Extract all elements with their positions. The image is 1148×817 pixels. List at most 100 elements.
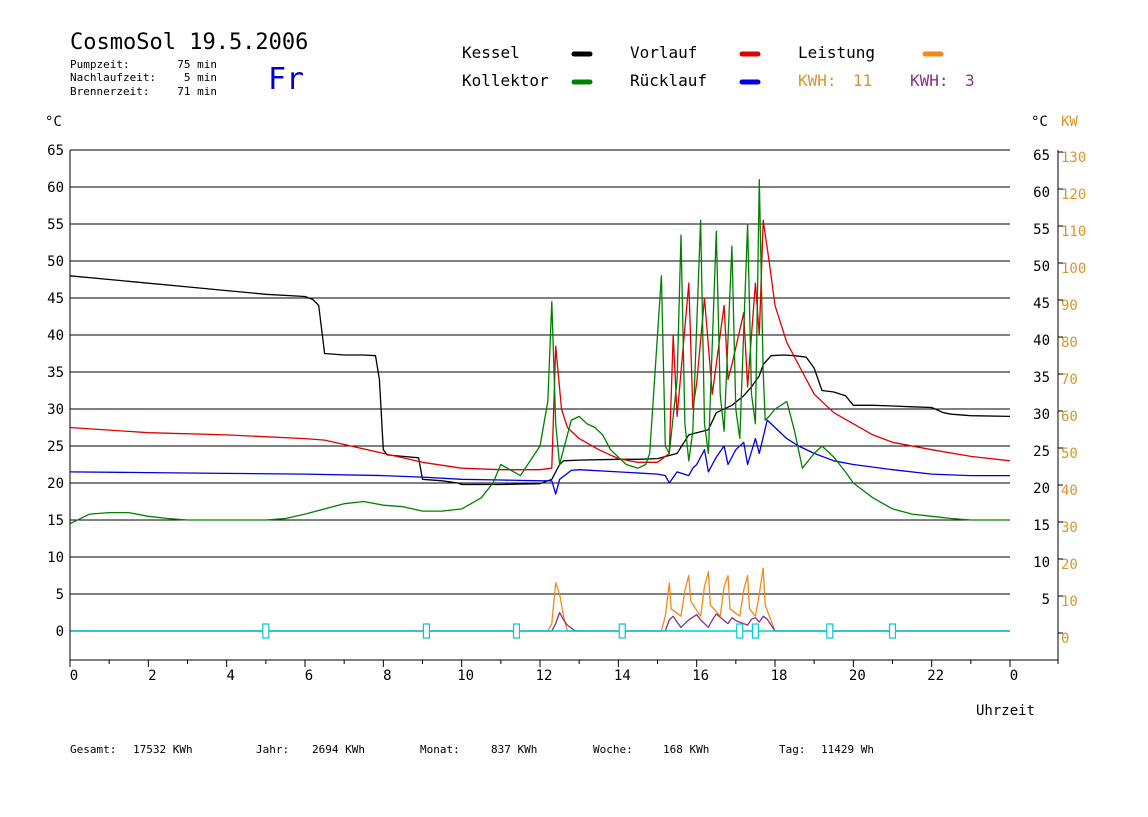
info-value-pumpzeit: 75 min: [177, 58, 217, 71]
y-tick-right-15: 15: [1033, 518, 1050, 534]
kw-tick-70: 70: [1061, 372, 1078, 388]
marker-2: [512, 623, 521, 639]
footer-label-monat: Monat:: [420, 743, 460, 756]
y-tick-left-15: 15: [47, 513, 64, 529]
y-tick-left-5: 5: [56, 587, 64, 603]
footer-label-gesamt: Gesamt:: [70, 743, 116, 756]
marker-6: [826, 623, 834, 639]
legend-label-vorlauf: Vorlauf: [630, 43, 697, 62]
y-tick-right-50: 50: [1033, 259, 1050, 275]
y-axis-unit-left: °C: [45, 114, 62, 130]
kw-tick-0: 0: [1061, 631, 1069, 647]
y-tick-right-5: 5: [1042, 592, 1050, 608]
y-tick-left-30: 30: [47, 402, 64, 418]
info-label-brennerzeit: Brennerzeit:: [70, 85, 149, 98]
footer-label-tag: Tag:: [779, 743, 806, 756]
marker-layer: [70, 623, 1010, 639]
x-tick-1: 2: [148, 668, 156, 684]
info-value-brennerzeit: 71 min: [177, 85, 217, 98]
marker-3: [618, 623, 626, 639]
kwh-value-leistung: 11: [853, 71, 872, 90]
y-tick-right-25: 25: [1033, 444, 1050, 460]
x-tick-6: 12: [536, 668, 553, 684]
footer-value-monat: 837 KWh: [491, 743, 537, 756]
kw-tick-30: 30: [1061, 520, 1078, 536]
y-tick-left-25: 25: [47, 439, 64, 455]
series-line-kollektor: [69, 178, 1010, 525]
y-tick-left-0: 0: [56, 624, 64, 640]
legend-label-kollektor: Kollektor: [462, 71, 549, 90]
marker-7: [888, 623, 897, 639]
marker-0: [262, 623, 270, 639]
kw-tick-90: 90: [1061, 298, 1078, 314]
kwh-label-pumpe: KWH:: [910, 71, 949, 90]
kw-tick-10: 10: [1061, 594, 1078, 610]
y-tick-left-20: 20: [47, 476, 64, 492]
series-line-ruecklauf: [69, 419, 1010, 495]
y-ticks-left: 0 5 10 15 20 25 30 35 40 45 50 55 60 65: [47, 143, 64, 640]
chart-title: CosmoSol 19.5.2006: [70, 30, 308, 55]
y-tick-right-10: 10: [1033, 555, 1050, 571]
legend-label-leistung: Leistung: [798, 43, 875, 62]
footer-value-jahr: 2694 KWh: [312, 743, 365, 756]
series-line-vorlauf: [69, 219, 1011, 471]
x-tick-10: 20: [849, 668, 866, 684]
y-tick-left-35: 35: [47, 365, 64, 381]
y-tick-left-50: 50: [47, 254, 64, 270]
x-tick-8: 16: [692, 668, 709, 684]
legend: Kessel Vorlauf Leistung Kollektor Rückla…: [462, 43, 975, 90]
y-axis-unit-right: °C: [1031, 114, 1048, 130]
kw-axis-unit: KW: [1061, 114, 1078, 130]
footer-label-woche: Woche:: [593, 743, 633, 756]
kw-tick-120: 120: [1061, 187, 1086, 203]
kw-tick-80: 80: [1061, 335, 1078, 351]
weekday-label: Fr: [268, 62, 304, 97]
x-axis-label: Uhrzeit: [976, 703, 1035, 719]
legend-label-ruecklauf: Rücklauf: [630, 71, 707, 90]
y-tick-right-35: 35: [1033, 370, 1050, 386]
series-line-kessel: [69, 275, 1011, 486]
series-line-leistung: [70, 567, 1010, 632]
kw-tick-110: 110: [1061, 224, 1086, 240]
kw-tick-130: 130: [1061, 150, 1086, 166]
y-tick-right-55: 55: [1033, 222, 1050, 238]
x-tick-0: 0: [70, 668, 78, 684]
y-tick-left-45: 45: [47, 291, 64, 307]
y-tick-left-10: 10: [47, 550, 64, 566]
legend-label-kessel: Kessel: [462, 43, 520, 62]
x-tick-9: 18: [771, 668, 788, 684]
kw-ticks: 0 10 20 30 40 50 60 70 80 90 100 110 120 130: [1058, 150, 1086, 647]
x-tick-2: 4: [226, 668, 234, 684]
kw-tick-20: 20: [1061, 557, 1078, 573]
x-tick-7: 14: [614, 668, 631, 684]
y-ticks-right: 5 10 15 20 25 30 35 40 45 50 55 60 65: [1033, 148, 1050, 608]
kwh-value-pumpe: 3: [965, 71, 975, 90]
kwh-label-leistung: KWH:: [798, 71, 837, 90]
x-tick-5: 10: [457, 668, 474, 684]
y-tick-left-55: 55: [47, 217, 64, 233]
kw-tick-50: 50: [1061, 446, 1078, 462]
y-tick-left-40: 40: [47, 328, 64, 344]
y-tick-right-20: 20: [1033, 481, 1050, 497]
marker-4: [736, 623, 744, 639]
x-tick-12: 0: [1010, 668, 1018, 684]
x-tick-4: 8: [383, 668, 391, 684]
x-tick-11: 22: [927, 668, 944, 684]
y-tick-right-40: 40: [1033, 333, 1050, 349]
y-tick-right-65: 65: [1033, 148, 1050, 164]
marker-5: [751, 623, 760, 639]
y-tick-right-30: 30: [1033, 407, 1050, 423]
x-tick-3: 6: [305, 668, 313, 684]
footer-value-gesamt: 17532 KWh: [133, 743, 193, 756]
y-tick-left-65: 65: [47, 143, 64, 159]
series-line-pumpe: [70, 611, 1010, 632]
info-label-pumpzeit: Pumpzeit:: [70, 58, 130, 71]
marker-1: [422, 623, 431, 639]
info-value-nachlaufzeit: 5 min: [184, 71, 217, 84]
footer: Gesamt: 17532 KWh Jahr: 2694 KWh Monat: …: [70, 743, 874, 756]
x-ticks: 0 2 4 6 8 10 12 14 16 18 20 22 0: [69, 660, 1059, 684]
kw-tick-40: 40: [1061, 483, 1078, 499]
footer-value-woche: 168 KWh: [663, 743, 709, 756]
